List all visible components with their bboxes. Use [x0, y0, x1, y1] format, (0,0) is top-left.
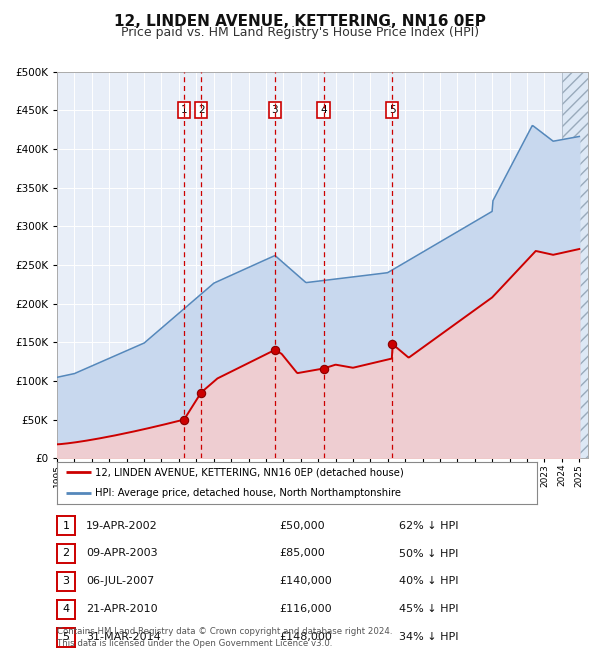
Text: £116,000: £116,000: [279, 604, 332, 614]
Text: 50% ↓ HPI: 50% ↓ HPI: [399, 549, 458, 558]
Text: 12, LINDEN AVENUE, KETTERING, NN16 0EP (detached house): 12, LINDEN AVENUE, KETTERING, NN16 0EP (…: [95, 467, 404, 477]
Text: 5: 5: [62, 632, 70, 642]
Text: 34% ↓ HPI: 34% ↓ HPI: [399, 632, 458, 642]
Text: £148,000: £148,000: [279, 632, 332, 642]
Text: 45% ↓ HPI: 45% ↓ HPI: [399, 604, 458, 614]
Text: 5: 5: [389, 105, 395, 115]
Text: Contains HM Land Registry data © Crown copyright and database right 2024.
This d: Contains HM Land Registry data © Crown c…: [57, 627, 392, 648]
Text: 4: 4: [320, 105, 327, 115]
Text: Price paid vs. HM Land Registry's House Price Index (HPI): Price paid vs. HM Land Registry's House …: [121, 26, 479, 39]
Polygon shape: [562, 72, 588, 458]
Text: 31-MAR-2014: 31-MAR-2014: [86, 632, 161, 642]
Text: 12, LINDEN AVENUE, KETTERING, NN16 0EP: 12, LINDEN AVENUE, KETTERING, NN16 0EP: [114, 14, 486, 29]
Text: £85,000: £85,000: [279, 549, 325, 558]
Text: 06-JUL-2007: 06-JUL-2007: [86, 577, 154, 586]
Text: 4: 4: [62, 604, 70, 614]
Text: 21-APR-2010: 21-APR-2010: [86, 604, 157, 614]
Text: 2: 2: [198, 105, 205, 115]
Text: 09-APR-2003: 09-APR-2003: [86, 549, 157, 558]
Text: 2: 2: [62, 549, 70, 558]
Text: £50,000: £50,000: [279, 521, 325, 530]
Text: 3: 3: [62, 577, 70, 586]
Text: HPI: Average price, detached house, North Northamptonshire: HPI: Average price, detached house, Nort…: [95, 488, 401, 498]
Text: 3: 3: [271, 105, 278, 115]
Text: 1: 1: [62, 521, 70, 530]
Text: 19-APR-2002: 19-APR-2002: [86, 521, 158, 530]
Text: 1: 1: [181, 105, 187, 115]
Text: 40% ↓ HPI: 40% ↓ HPI: [399, 577, 458, 586]
Text: £140,000: £140,000: [279, 577, 332, 586]
Text: 62% ↓ HPI: 62% ↓ HPI: [399, 521, 458, 530]
